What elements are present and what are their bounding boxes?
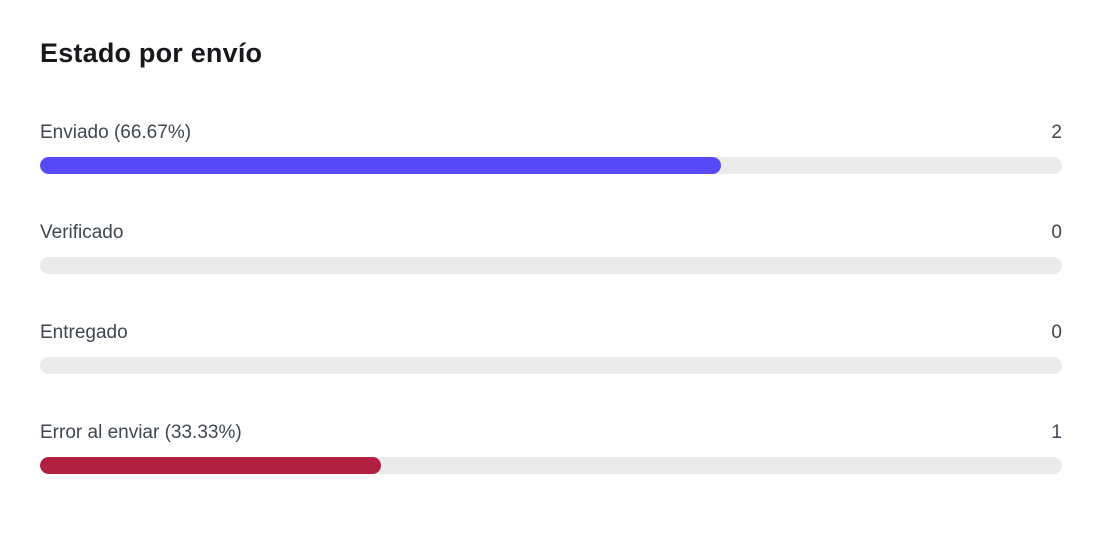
- bar-value-error-al-enviar: 1: [1051, 422, 1062, 443]
- bar-label-verificado: Verificado: [40, 222, 124, 243]
- progress-track-enviado: [40, 157, 1062, 174]
- bar-labels: Verificado 0: [40, 219, 1062, 246]
- bar-value-enviado: 2: [1051, 122, 1062, 143]
- chart-title: Estado por envío: [40, 38, 263, 68]
- progress-fill-error-al-enviar: [40, 457, 381, 474]
- bar-label-error-al-enviar: Error al enviar (33.33%): [40, 422, 242, 443]
- bar-labels: Error al enviar (33.33%) 1: [40, 419, 1062, 446]
- bar-labels: Entregado 0: [40, 319, 1062, 346]
- bar-labels: Enviado (66.67%) 2: [40, 119, 1062, 146]
- progress-track-entregado: [40, 357, 1062, 374]
- bar-label-enviado: Enviado (66.67%): [40, 122, 192, 143]
- bar-row-enviado: Enviado (66.67%) 2: [40, 119, 1062, 174]
- bar-row-verificado: Verificado 0: [40, 219, 1062, 274]
- bar-value-verificado: 0: [1051, 222, 1062, 243]
- bar-row-entregado: Entregado 0: [40, 319, 1062, 374]
- bar-value-entregado: 0: [1051, 322, 1062, 343]
- progress-fill-enviado: [40, 157, 722, 174]
- bar-label-entregado: Entregado: [40, 322, 128, 343]
- progress-track-verificado: [40, 257, 1062, 274]
- bar-row-error-al-enviar: Error al enviar (33.33%) 1: [40, 419, 1062, 474]
- progress-track-error-al-enviar: [40, 457, 1062, 474]
